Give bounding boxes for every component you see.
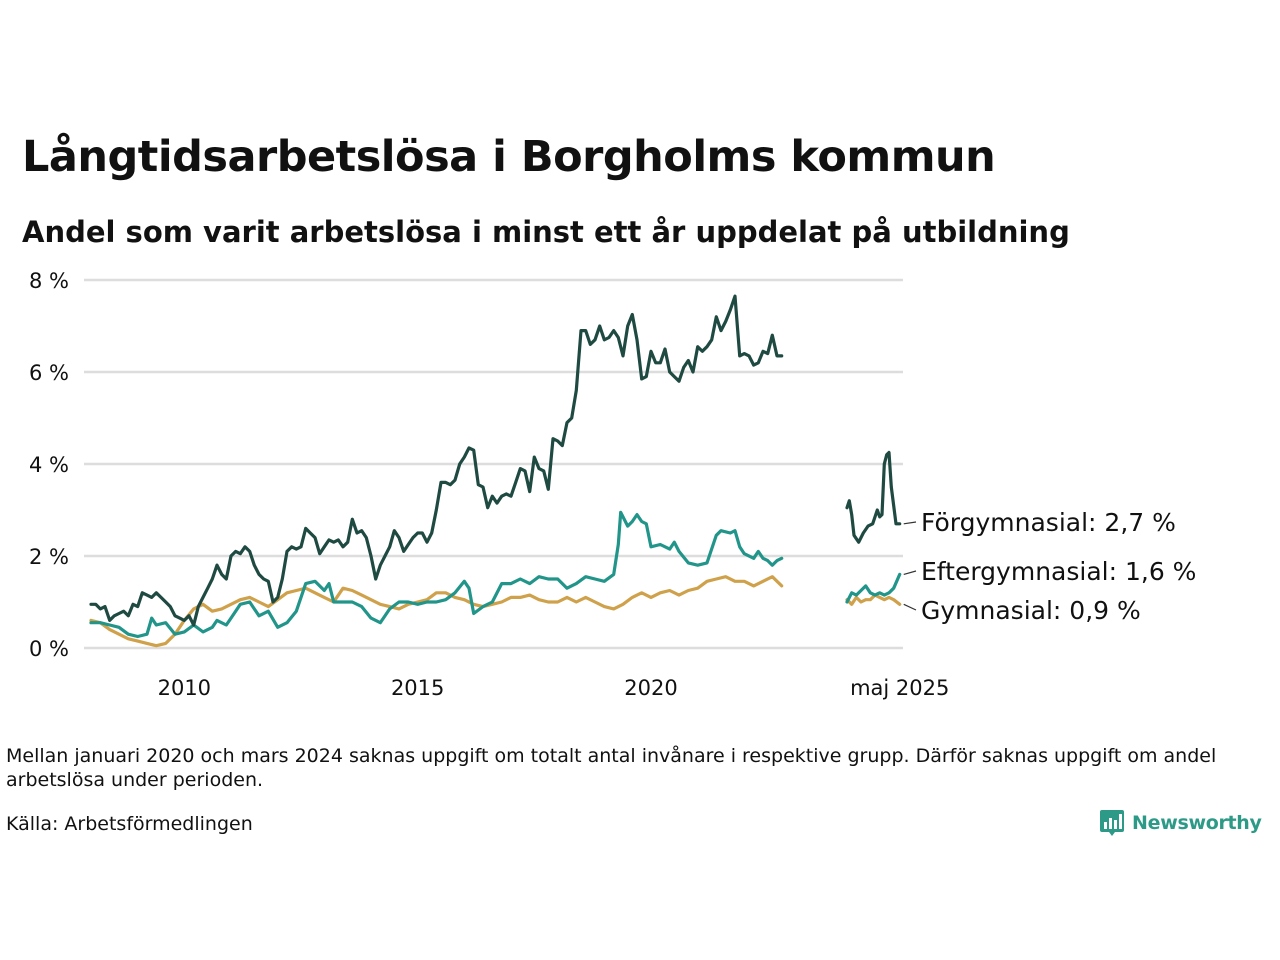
x-axis: 2010 2015 2020 maj 2025: [158, 676, 950, 700]
series-end-label: Eftergymnasial: 1,6 %: [921, 557, 1196, 586]
y-tick-label: 6 %: [29, 361, 69, 385]
x-tick-label: 2010: [158, 676, 211, 700]
series-line-förgymnasial: [89, 294, 784, 627]
y-axis: 0 % 2 % 4 % 6 % 8 %: [29, 269, 69, 661]
footnote: Mellan januari 2020 och mars 2024 saknas…: [6, 745, 1217, 791]
label-leader-line: [903, 603, 917, 611]
x-tick-label: maj 2025: [850, 676, 949, 700]
line-chart: 0 % 2 % 4 % 6 % 8 % 2010 2015 2020 maj 2025 För…: [29, 269, 1196, 700]
newsworthy-logo: Newsworthy: [1099, 808, 1262, 838]
series-line-förgymnasial: [845, 450, 902, 544]
chart-title: Långtidsarbetslösa i Borgholms kommun: [22, 132, 996, 182]
y-tick-label: 0 %: [29, 637, 69, 661]
series-end-label: Förgymnasial: 2,7 %: [921, 508, 1176, 537]
y-tick-label: 2 %: [29, 545, 69, 569]
x-tick-label: 2015: [391, 676, 444, 700]
series-line-eftergymnasial: [845, 572, 902, 604]
source-note: Källa: Arbetsförmedlingen: [6, 813, 253, 835]
series-end-labels: Förgymnasial: 2,7 % Eftergymnasial: 1,6 %…: [903, 508, 1196, 625]
bar-chart-logo-icon: [1100, 810, 1124, 836]
series-end-label: Gymnasial: 0,9 %: [921, 596, 1141, 625]
chart-subtitle: Andel som varit arbetslösa i minst ett å…: [22, 215, 1070, 249]
series-lines: [89, 294, 902, 648]
label-leader-line: [903, 521, 917, 525]
x-tick-label: 2020: [624, 676, 677, 700]
y-tick-label: 8 %: [29, 269, 69, 293]
series-line-gymnasial: [845, 593, 902, 606]
label-leader-line: [903, 570, 917, 575]
y-tick-label: 4 %: [29, 453, 69, 477]
series-line-gymnasial: [89, 575, 784, 648]
series-line-eftergymnasial: [89, 510, 784, 639]
gridlines: [84, 278, 903, 650]
logo-text: Newsworthy: [1132, 812, 1262, 834]
